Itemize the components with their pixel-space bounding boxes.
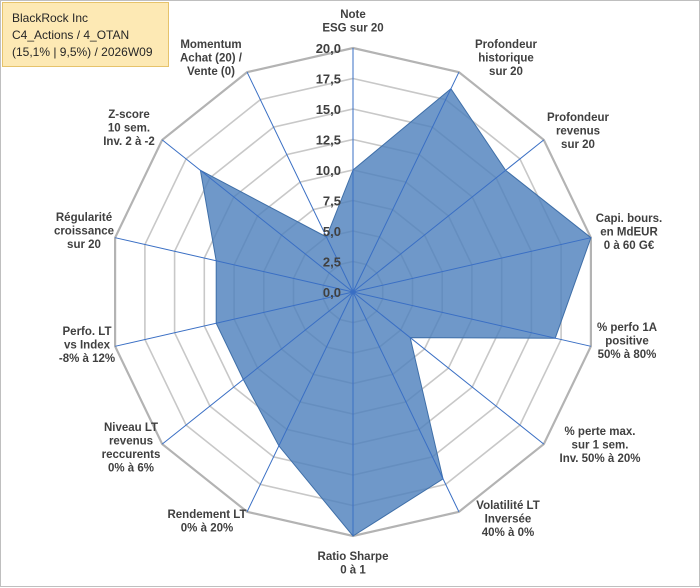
spoke-3 <box>352 237 592 293</box>
tick-label: 5,0 <box>323 224 341 239</box>
title-category: C4_Actions / 4_OTAN <box>12 28 130 42</box>
series-area-0 <box>199 87 592 537</box>
category-label-line: vs Index <box>64 340 111 352</box>
category-label-line: Momentum <box>180 39 241 51</box>
spoke-1 <box>352 71 460 293</box>
category-label-line: revenus <box>556 126 600 138</box>
category-label-line: 0 à 60 G€ <box>604 240 655 252</box>
category-label-12: Z-score 10 sem. Inv. 2 à -2 <box>103 109 155 148</box>
category-label-line: ESG sur 20 <box>322 23 383 35</box>
category-label-1: Profondeur historique sur 20 <box>475 39 537 78</box>
spoke-4 <box>352 291 592 347</box>
category-label-line: sur 1 sem. <box>572 440 629 452</box>
radar-series-area <box>199 87 592 537</box>
category-label-line: Ratio Sharpe <box>318 551 389 563</box>
category-label-line: sur 20 <box>489 66 523 78</box>
category-label-line: Niveau LT <box>104 422 158 434</box>
category-label-4: % perfo 1A positive 50% à 80% <box>597 322 657 361</box>
tick-label: 12,5 <box>316 133 341 148</box>
spoke-2 <box>352 139 545 293</box>
title-stats: (15,1% | 9,5%) / 2026W09 <box>12 45 153 59</box>
spoke-12 <box>161 139 354 293</box>
category-label-line: 0% à 6% <box>108 463 154 475</box>
tick-label: 0,0 <box>323 285 341 300</box>
spoke-8 <box>246 291 354 513</box>
tick-label: 17,5 <box>316 72 341 87</box>
tick-label: 7,5 <box>323 194 341 209</box>
category-label-line: en MdEUR <box>600 227 658 239</box>
category-label-line: Capi. bours. <box>596 213 662 225</box>
category-label-line: sur 20 <box>67 239 101 251</box>
category-label-line: Profondeur <box>547 112 609 124</box>
category-label-3: Capi. bours. en MdEUR 0 à 60 G€ <box>596 213 662 252</box>
spoke-13 <box>246 71 354 293</box>
category-label-5: % perte max. sur 1 sem. Inv. 50% à 20% <box>560 426 641 465</box>
category-label-line: 40% à 0% <box>482 527 534 539</box>
category-label-7: Ratio Sharpe 0 à 1 <box>318 551 389 577</box>
tick-label: 15,0 <box>316 102 341 117</box>
category-label-2: Profondeur revenus sur 20 <box>547 112 609 151</box>
category-label-line: Inversée <box>485 514 532 526</box>
category-label-line: sur 20 <box>561 139 595 151</box>
category-label-line: Note <box>340 9 366 21</box>
category-label-line: Vente (0) <box>187 66 235 78</box>
spoke-11 <box>114 237 354 293</box>
spoke-6 <box>352 291 460 513</box>
category-label-line: Achat (20) / <box>180 53 243 65</box>
tick-label: 10,0 <box>316 163 341 178</box>
category-label-line: historique <box>478 53 534 65</box>
category-label-line: reccurents <box>102 449 161 461</box>
title-box: BlackRock Inc C4_Actions / 4_OTAN (15,1%… <box>2 2 169 67</box>
category-label-line: Régularité <box>56 212 112 224</box>
category-label-8: Rendement LT 0% à 20% <box>167 509 246 535</box>
category-label-6: Volatilité LT Inversée 40% à 0% <box>476 500 539 539</box>
spoke-9 <box>161 291 354 445</box>
category-label-line: Z-score <box>108 109 150 121</box>
radar-spokes <box>114 48 592 536</box>
category-label-line: Rendement LT <box>167 509 246 521</box>
spoke-10 <box>114 291 354 347</box>
spoke-5 <box>352 291 545 445</box>
category-label-line: % perfo 1A <box>597 322 657 334</box>
category-label-line: 0% à 20% <box>181 523 233 535</box>
category-label-line: Profondeur <box>475 39 537 51</box>
category-label-line: Inv. 2 à -2 <box>103 136 155 148</box>
tick-label: 2,5 <box>323 255 341 270</box>
category-label-11: Régularité croissance sur 20 <box>54 212 114 251</box>
radar-tick-labels: 0,0 2,5 5,0 7,5 10,0 12,5 15,0 17,5 20,0 <box>316 41 341 300</box>
tick-label: 20,0 <box>316 41 341 56</box>
category-label-line: positive <box>605 336 648 348</box>
category-label-0: Note ESG sur 20 <box>322 9 383 35</box>
title-company: BlackRock Inc <box>12 11 89 25</box>
category-label-10: Perfo. LT vs Index -8% à 12% <box>59 326 115 365</box>
category-label-line: croissance <box>54 226 114 238</box>
category-label-line: 0 à 1 <box>340 565 366 577</box>
category-label-line: 50% à 80% <box>598 349 657 361</box>
category-label-line: 10 sem. <box>108 123 150 135</box>
category-label-line: % perte max. <box>565 426 636 438</box>
category-label-line: Perfo. LT <box>63 326 112 338</box>
category-label-line: -8% à 12% <box>59 353 115 365</box>
category-label-9: Niveau LT revenus reccurents 0% à 6% <box>102 422 161 475</box>
category-label-13: Momentum Achat (20) / Vente (0) <box>180 39 243 78</box>
category-label-line: Inv. 50% à 20% <box>560 453 641 465</box>
category-label-line: Volatilité LT <box>476 500 539 512</box>
category-label-line: revenus <box>109 436 153 448</box>
